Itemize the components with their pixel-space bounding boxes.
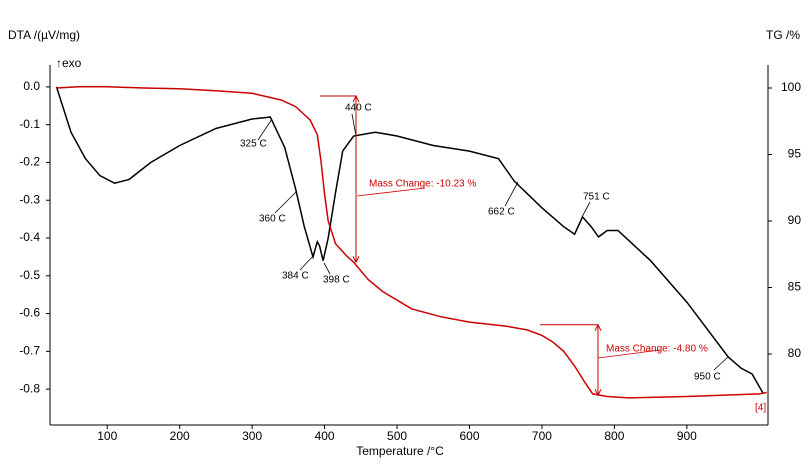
x-tick-label: 300 [242, 429, 262, 443]
annotation-leader [299, 254, 315, 271]
annotation-leader [597, 349, 661, 359]
annotation: Mass Change: -10.23 % [369, 179, 476, 190]
arrowheads [352, 94, 360, 264]
y2-tick-label: 100 [781, 80, 801, 94]
mass-change-bracket [540, 324, 599, 396]
annotation: 751 C [583, 192, 610, 203]
annotation-leader [351, 113, 357, 137]
x-tick-label: 400 [315, 429, 335, 443]
annotation: Mass Change: -4.80 % [606, 344, 708, 355]
x-tick-label: 700 [532, 429, 552, 443]
y-axis-label: DTA /(µV/mg) [8, 28, 80, 42]
y2-tick-label: 85 [788, 280, 802, 294]
annotation: 384 C [282, 271, 309, 282]
series-line [55, 86, 764, 394]
annotation: 440 C [345, 103, 372, 114]
annotation-leader [504, 181, 519, 207]
y-tick-label: 0.0 [23, 79, 40, 93]
annotation: 360 C [259, 214, 286, 225]
annotation-leader [257, 118, 273, 141]
y-tick-label: -0.6 [19, 306, 40, 320]
annotation: [4] [755, 403, 766, 414]
x-tick-label: 600 [459, 429, 479, 443]
annotation-leader [581, 201, 591, 218]
x-tick-label: 500 [387, 429, 407, 443]
arrowheads [594, 323, 602, 397]
y-tick-label: -0.8 [19, 381, 40, 395]
y-tick-label: -0.4 [19, 230, 40, 244]
annotation-leader [356, 187, 426, 197]
annotation: 662 C [488, 207, 515, 218]
y2-axis-label: TG /% [766, 28, 800, 42]
x-axis-label: Temperature /°C [356, 444, 444, 458]
annotation-leader [713, 356, 729, 371]
annotation: 325 C [240, 139, 267, 150]
y-tick-label: -0.2 [19, 155, 40, 169]
y-tick-label: -0.3 [19, 192, 40, 206]
annotation-leader [323, 262, 331, 275]
y-tick-label: -0.5 [19, 268, 40, 282]
y-tick-label: -0.1 [19, 117, 40, 131]
x-tick-label: 200 [170, 429, 190, 443]
y2-tick-label: 80 [788, 346, 802, 360]
x-tick-label: 900 [677, 429, 697, 443]
annotation: 398 C [323, 275, 350, 286]
annotation-leader [274, 190, 298, 214]
y-tick-label: -0.7 [19, 344, 40, 358]
mass-change-bracket [320, 95, 357, 263]
exo-label: ↑exo [56, 56, 82, 70]
y2-tick-label: 90 [788, 213, 802, 227]
x-tick-label: 100 [97, 429, 117, 443]
y2-tick-label: 95 [788, 147, 802, 161]
annotation: 950 C [694, 372, 721, 383]
x-tick-label: 800 [604, 429, 624, 443]
series-line [56, 85, 767, 399]
